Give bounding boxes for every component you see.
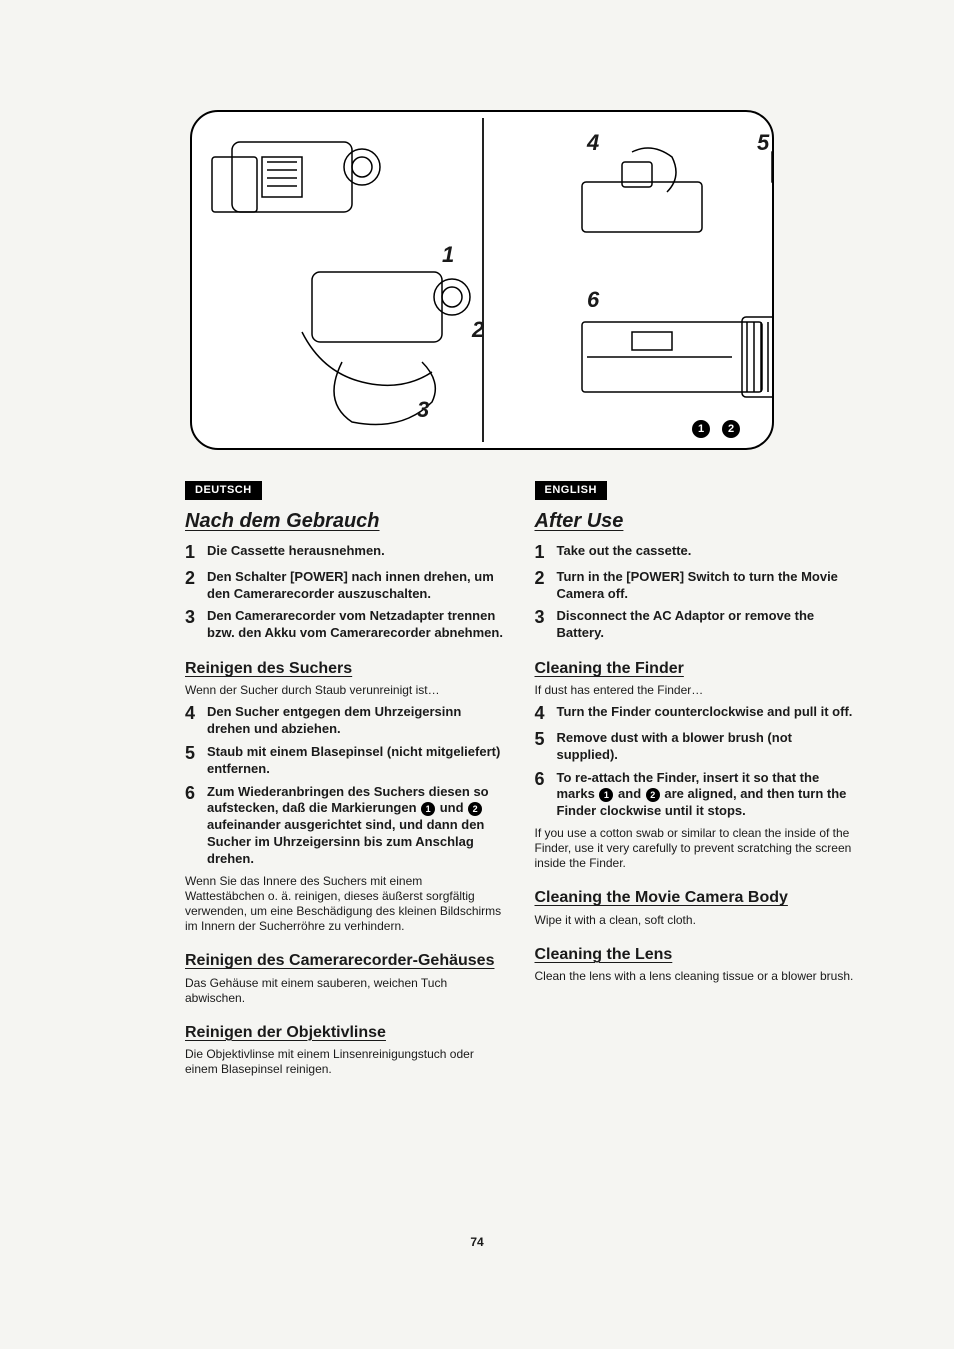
- inline-circle-2: 2: [646, 788, 660, 802]
- step-number: 1: [535, 543, 557, 563]
- step-text: Zum Wiederanbringen des Suchers diesen s…: [207, 784, 505, 868]
- german-title: Nach dem Gebrauch: [185, 508, 505, 535]
- english-section3-body: Wipe it with a clean, soft cloth.: [535, 913, 855, 928]
- page: 1 2 3 4 5 6 1 2 DEUTSCH Nach dem Gebrauc…: [0, 0, 954, 1349]
- inline-circle-1: 1: [421, 802, 435, 816]
- step-text: Den Sucher entgegen dem Uhrzeigersinn dr…: [207, 704, 505, 738]
- english-title: After Use: [535, 508, 855, 535]
- step6-mid: und: [436, 800, 467, 815]
- step-text: Disconnect the AC Adaptor or remove the …: [557, 608, 855, 642]
- illustration-step-5: 5: [757, 130, 769, 156]
- english-column: ENGLISH After Use 1Take out the cassette…: [535, 480, 855, 1087]
- step-number: 2: [535, 569, 557, 589]
- english-section2-note: If you use a cotton swab or similar to c…: [535, 826, 855, 871]
- english-main-steps: 1Take out the cassette. 2Turn in the [PO…: [535, 543, 855, 642]
- english-section2-intro: If dust has entered the Finder…: [535, 682, 855, 698]
- step-number: 6: [535, 770, 557, 790]
- english-section4-title: Cleaning the Lens: [535, 944, 855, 966]
- german-section4-title: Reinigen der Objektivlinse: [185, 1022, 505, 1044]
- illustration-step-2: 2: [472, 317, 484, 343]
- page-number: 74: [470, 1235, 483, 1249]
- step-number: 3: [535, 608, 557, 628]
- german-section2-intro: Wenn der Sucher durch Staub verunreinigt…: [185, 682, 505, 698]
- german-lang-tag: DEUTSCH: [185, 481, 262, 500]
- german-section3-title: Reinigen des Camerarecorder-Gehäuses: [185, 950, 505, 972]
- illustration-step-1: 1: [442, 242, 454, 268]
- english-section3-title: Cleaning the Movie Camera Body: [535, 887, 855, 909]
- step-number: 6: [185, 784, 207, 804]
- illustration-step-3: 3: [417, 397, 429, 423]
- german-section2-note: Wenn Sie das Innere des Suchers mit eine…: [185, 874, 505, 934]
- step-number: 5: [185, 744, 207, 764]
- step-text: Turn in the [POWER] Switch to turn the M…: [557, 569, 855, 603]
- step-text: Remove dust with a blower brush (not sup…: [557, 730, 855, 764]
- step-text: To re-attach the Finder, insert it so th…: [557, 770, 855, 821]
- illustration-step-4: 4: [587, 130, 599, 156]
- illustration-panel: 1 2 3 4 5 6 1 2: [190, 110, 774, 450]
- step-text: Take out the cassette.: [557, 543, 692, 560]
- german-section4-body: Die Objektivlinse mit einem Linsenreinig…: [185, 1047, 505, 1077]
- step-number: 4: [535, 704, 557, 724]
- step-text: Den Schalter [POWER] nach innen drehen, …: [207, 569, 505, 603]
- german-main-steps: 1Die Cassette herausnehmen. 2Den Schalte…: [185, 543, 505, 642]
- german-finder-steps: 4Den Sucher entgegen dem Uhrzeigersinn d…: [185, 704, 505, 868]
- step-text: Die Cassette herausnehmen.: [207, 543, 385, 560]
- finder-sketch-right: [572, 122, 774, 442]
- step-text: Den Camerarecorder vom Netzadapter trenn…: [207, 608, 505, 642]
- inline-circle-1: 1: [599, 788, 613, 802]
- german-column: DEUTSCH Nach dem Gebrauch 1Die Cassette …: [185, 480, 505, 1087]
- english-finder-steps: 4Turn the Finder counterclockwise and pu…: [535, 704, 855, 820]
- german-section2-title: Reinigen des Suchers: [185, 658, 505, 680]
- german-section3-body: Das Gehäuse mit einem sauberen, weichen …: [185, 976, 505, 1006]
- step-text: Staub mit einem Blasepinsel (nicht mitge…: [207, 744, 505, 778]
- step-text: Turn the Finder counterclockwise and pul…: [557, 704, 853, 721]
- text-columns: DEUTSCH Nach dem Gebrauch 1Die Cassette …: [185, 480, 854, 1087]
- step-number: 4: [185, 704, 207, 724]
- illustration-step-6: 6: [587, 287, 599, 313]
- circle-marker-2: 2: [722, 420, 740, 438]
- inline-circle-2: 2: [468, 802, 482, 816]
- english-section4-body: Clean the lens with a lens cleaning tiss…: [535, 969, 855, 984]
- camcorder-sketch-left: [202, 122, 552, 442]
- step-number: 3: [185, 608, 207, 628]
- english-lang-tag: ENGLISH: [535, 481, 607, 500]
- english-section2-title: Cleaning the Finder: [535, 658, 855, 680]
- circle-marker-1: 1: [692, 420, 710, 438]
- step-number: 5: [535, 730, 557, 750]
- step6-mid: and: [614, 786, 644, 801]
- step-number: 2: [185, 569, 207, 589]
- step6-end: aufeinander ausgerichtet sind, und dann …: [207, 817, 484, 866]
- step-number: 1: [185, 543, 207, 563]
